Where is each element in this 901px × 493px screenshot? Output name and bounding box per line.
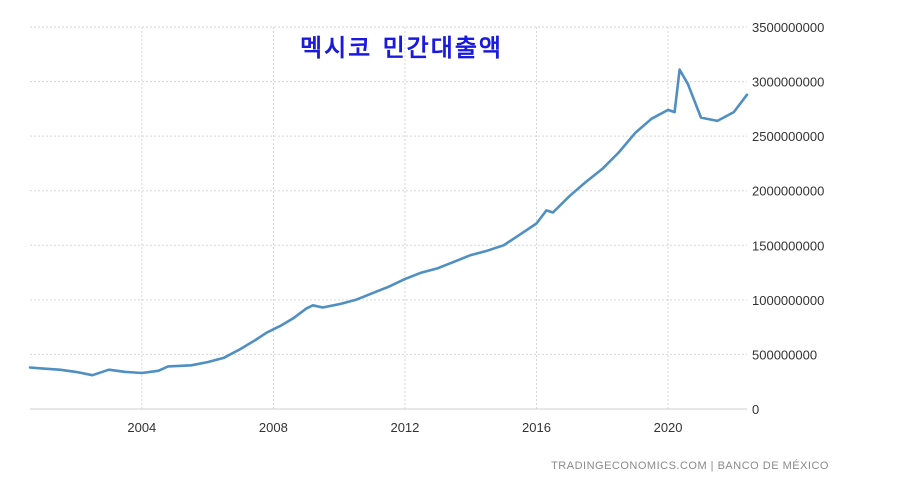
series-layer: [28, 68, 749, 377]
horizontal-grid-lines: [30, 26, 747, 355]
x-tick-label-2008: 2008: [259, 420, 288, 435]
x-tick-label-2004: 2004: [127, 420, 156, 435]
x-tick-label-2016: 2016: [522, 420, 551, 435]
y-tick-label-5: 2500000000: [752, 129, 824, 144]
y-tick-label-7: 3500000000: [752, 20, 824, 35]
vertical-grid-lines: [141, 27, 669, 409]
y-tick-label-0: 0: [752, 402, 759, 417]
x-tick-label-2020: 2020: [654, 420, 683, 435]
y-tick-label-3: 1500000000: [752, 238, 824, 253]
y-tick-label-2: 1000000000: [752, 293, 824, 308]
y-tick-label-1: 500000000: [752, 347, 817, 362]
y-tick-label-6: 3000000000: [752, 75, 824, 90]
series-line-0: [28, 68, 749, 377]
y-axis-tick-labels: 0 500000000 1000000000 1500000000 2000000000…: [752, 20, 824, 417]
x-axis-tick-labels: 2004 2008 2012 2016 2020: [127, 420, 682, 435]
chart-title: 멕시코 민간대출액: [300, 34, 503, 62]
y-tick-label-4: 2000000000: [752, 184, 824, 199]
source-note: TRADINGECONOMICS.COM | BANCO DE MÉXICO: [551, 460, 829, 472]
x-tick-label-2012: 2012: [390, 420, 419, 435]
